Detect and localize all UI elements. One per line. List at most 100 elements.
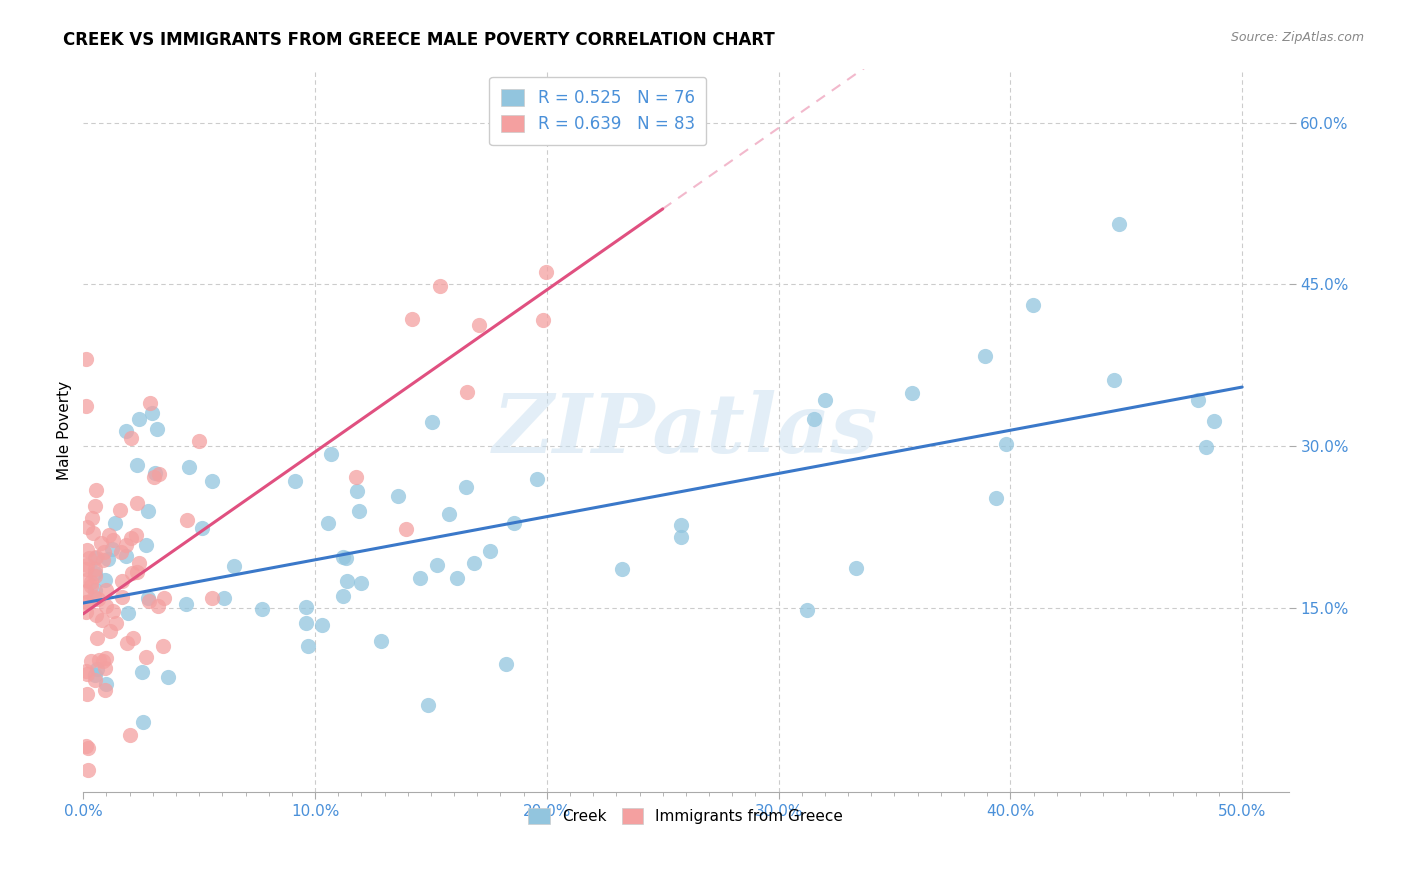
Legend: Creek, Immigrants from Greece: Creek, Immigrants from Greece bbox=[517, 797, 853, 835]
Point bbox=[91, 552, 114, 566]
Point bbox=[224, 559, 246, 574]
Point bbox=[124, 528, 146, 542]
Point bbox=[409, 571, 432, 585]
Point bbox=[75, 595, 97, 609]
Point bbox=[297, 639, 319, 653]
Point bbox=[446, 571, 468, 585]
Point bbox=[94, 599, 117, 614]
Point bbox=[125, 458, 148, 473]
Point bbox=[94, 677, 117, 691]
Point bbox=[1195, 441, 1218, 455]
Point bbox=[115, 636, 138, 650]
Point bbox=[370, 634, 392, 648]
Point bbox=[86, 662, 108, 676]
Point bbox=[174, 597, 197, 611]
Point bbox=[347, 504, 370, 518]
Point bbox=[456, 480, 478, 494]
Point bbox=[80, 574, 103, 589]
Point bbox=[420, 415, 443, 429]
Point bbox=[426, 558, 449, 572]
Point bbox=[131, 665, 153, 680]
Point bbox=[120, 431, 142, 445]
Point bbox=[1022, 298, 1045, 312]
Point bbox=[115, 425, 138, 439]
Point bbox=[439, 508, 461, 522]
Point bbox=[845, 561, 868, 575]
Point bbox=[75, 573, 97, 587]
Point bbox=[75, 664, 97, 678]
Point bbox=[143, 470, 166, 484]
Point bbox=[76, 543, 98, 558]
Point bbox=[93, 574, 115, 588]
Point bbox=[316, 516, 339, 530]
Point bbox=[1187, 393, 1209, 408]
Point bbox=[83, 673, 105, 687]
Point bbox=[94, 583, 117, 598]
Point bbox=[76, 594, 98, 608]
Point bbox=[250, 602, 273, 616]
Text: CREEK VS IMMIGRANTS FROM GREECE MALE POVERTY CORRELATION CHART: CREEK VS IMMIGRANTS FROM GREECE MALE POV… bbox=[63, 31, 775, 49]
Point bbox=[479, 544, 502, 558]
Point bbox=[146, 422, 169, 436]
Point bbox=[104, 616, 127, 631]
Point bbox=[188, 434, 211, 449]
Point bbox=[76, 667, 98, 681]
Point bbox=[110, 574, 132, 588]
Point bbox=[350, 576, 373, 591]
Point bbox=[610, 562, 633, 576]
Point bbox=[76, 520, 98, 534]
Point bbox=[86, 631, 108, 645]
Point bbox=[82, 511, 104, 525]
Point bbox=[416, 698, 439, 712]
Point bbox=[135, 538, 157, 552]
Point bbox=[91, 613, 114, 627]
Point bbox=[176, 512, 198, 526]
Point bbox=[75, 562, 97, 576]
Point bbox=[122, 632, 145, 646]
Point bbox=[534, 265, 557, 279]
Point bbox=[157, 670, 180, 684]
Point bbox=[104, 516, 127, 530]
Point bbox=[84, 561, 107, 575]
Point bbox=[671, 530, 693, 544]
Point bbox=[83, 500, 105, 514]
Point bbox=[111, 590, 134, 604]
Point bbox=[463, 556, 485, 570]
Point bbox=[108, 503, 131, 517]
Point bbox=[121, 566, 143, 580]
Point bbox=[146, 599, 169, 613]
Point bbox=[114, 538, 136, 552]
Point bbox=[83, 667, 105, 681]
Point bbox=[814, 392, 837, 407]
Point bbox=[91, 654, 114, 668]
Point bbox=[346, 483, 368, 498]
Point bbox=[117, 606, 139, 620]
Point bbox=[533, 312, 555, 326]
Point bbox=[138, 594, 160, 608]
Point bbox=[84, 483, 107, 497]
Point bbox=[177, 459, 200, 474]
Point bbox=[75, 739, 97, 754]
Point bbox=[101, 604, 124, 618]
Point bbox=[212, 591, 235, 605]
Point bbox=[139, 396, 162, 410]
Point bbox=[83, 566, 105, 581]
Point bbox=[90, 536, 112, 550]
Point bbox=[76, 741, 98, 756]
Point bbox=[153, 591, 176, 606]
Point bbox=[83, 582, 105, 597]
Point bbox=[87, 653, 110, 667]
Point bbox=[94, 683, 117, 698]
Text: Source: ZipAtlas.com: Source: ZipAtlas.com bbox=[1230, 31, 1364, 45]
Point bbox=[120, 531, 142, 545]
Point bbox=[103, 533, 125, 547]
Point bbox=[468, 318, 491, 332]
Point bbox=[77, 764, 100, 778]
Point bbox=[148, 467, 170, 481]
Point bbox=[344, 470, 367, 484]
Point bbox=[87, 592, 110, 607]
Point bbox=[332, 549, 354, 564]
Point bbox=[75, 606, 97, 620]
Point bbox=[84, 549, 107, 564]
Point bbox=[136, 591, 159, 605]
